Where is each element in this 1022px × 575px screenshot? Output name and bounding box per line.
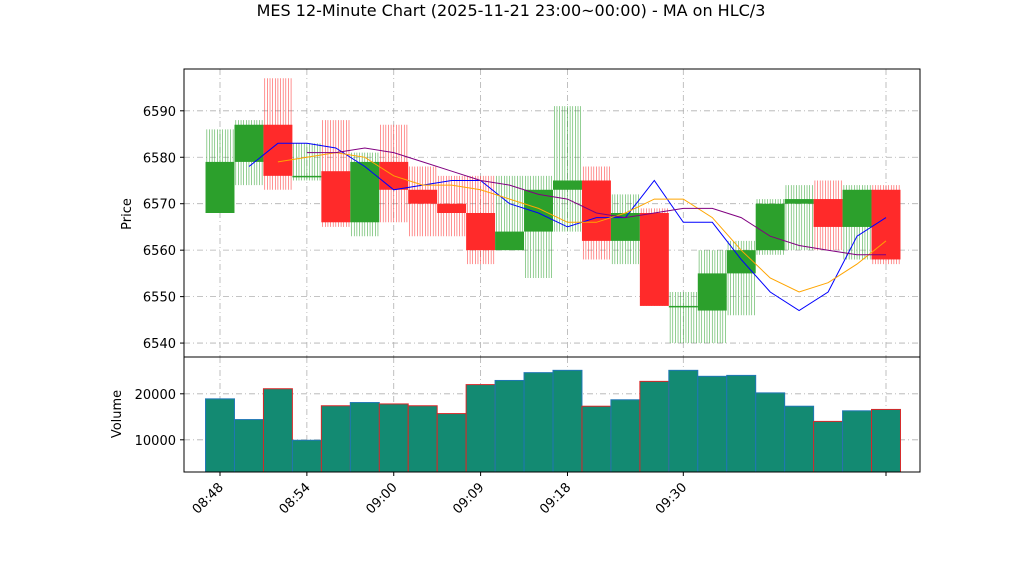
candlestick-series <box>205 78 901 344</box>
volume-bar <box>523 372 554 473</box>
time-tick-label: 09:30 <box>653 480 690 517</box>
candle-body <box>639 213 669 306</box>
volume-bar <box>610 399 641 473</box>
candle-body <box>697 273 727 311</box>
candle <box>871 185 901 265</box>
time-tick-label: 09:09 <box>450 480 487 517</box>
candle <box>495 175 525 251</box>
candle-body <box>726 250 756 274</box>
panel-frames <box>183 68 921 473</box>
candle <box>842 185 872 260</box>
candle <box>263 78 293 190</box>
time-tick-label: 08:48 <box>190 480 227 517</box>
candle <box>205 129 235 213</box>
candle <box>697 250 727 344</box>
candle <box>755 199 785 255</box>
time-tick-label: 09:18 <box>537 480 574 517</box>
volume-bar <box>378 403 409 473</box>
candle-body <box>321 171 351 223</box>
volume-bar <box>755 392 786 473</box>
volume-bar <box>552 369 583 473</box>
candle-body <box>581 180 611 241</box>
moving-average-line <box>248 142 887 312</box>
price-tick-label: 6540 <box>143 337 176 352</box>
volume-bar <box>871 408 901 473</box>
volume-bar <box>465 384 496 473</box>
volume-axis-ticks: 10000 20000 <box>135 388 184 449</box>
candle-body <box>350 161 380 223</box>
candle-body <box>234 124 264 162</box>
candle <box>813 180 843 251</box>
volume-bar <box>726 374 757 473</box>
price-tick-label: 6580 <box>143 151 176 166</box>
volume-bar <box>349 402 380 473</box>
moving-average-lines <box>248 142 887 312</box>
volume-bar <box>668 369 699 473</box>
time-tick-label: 09:00 <box>363 480 400 517</box>
candle-body <box>813 199 843 227</box>
candle <box>639 208 669 306</box>
time-axis-ticks: 08:48 08:54 09:00 09:09 09:18 09:30 <box>190 472 887 517</box>
volume-bar <box>494 379 525 473</box>
price-axis-label: Price <box>120 198 135 230</box>
volume-tick-label: 10000 <box>135 434 176 449</box>
candle-body <box>842 189 872 227</box>
moving-average-line <box>306 147 886 256</box>
volume-bar <box>320 405 351 473</box>
candle-body <box>466 213 496 251</box>
volume-tick-label: 20000 <box>135 388 176 403</box>
candle <box>321 120 351 227</box>
candle-body <box>784 199 814 204</box>
candle <box>234 120 264 186</box>
time-tick-label: 08:54 <box>277 480 314 517</box>
volume-panel-frame <box>183 356 921 473</box>
volume-bar <box>233 419 264 473</box>
candle-body <box>205 161 235 213</box>
volume-bar <box>813 420 844 473</box>
volume-bar <box>407 405 438 473</box>
candle-body <box>755 203 785 251</box>
moving-average-line <box>277 152 887 293</box>
candle-body <box>495 231 525 251</box>
candle <box>350 152 380 237</box>
volume-bar <box>639 380 670 473</box>
price-tick-label: 6550 <box>143 291 176 306</box>
price-tick-label: 6560 <box>143 244 176 259</box>
volume-bar <box>784 405 815 473</box>
volume-bar <box>581 405 612 473</box>
candle <box>524 175 553 279</box>
candle <box>581 166 611 260</box>
volume-bar <box>842 410 873 473</box>
volume-bars <box>205 369 901 473</box>
candle-body <box>553 180 582 190</box>
volume-axis-label: Volume <box>110 390 125 438</box>
candle-body <box>292 175 322 178</box>
volume-bar <box>436 413 467 473</box>
volume-bar <box>291 439 322 473</box>
candle-body <box>263 124 293 176</box>
candle-body <box>408 189 438 204</box>
candle-body <box>524 189 553 232</box>
candle <box>408 166 438 237</box>
candle <box>553 106 582 232</box>
candle <box>726 240 756 316</box>
volume-bar <box>262 388 293 473</box>
candle-body <box>871 189 901 260</box>
candle-body <box>668 305 698 308</box>
volume-bar <box>205 398 235 473</box>
volume-bar <box>697 375 728 473</box>
candle-body <box>437 203 467 213</box>
chart-title: MES 12-Minute Chart (2025-11-21 23:00~00… <box>256 1 766 20</box>
price-tick-label: 6590 <box>143 105 176 120</box>
candle <box>668 291 698 344</box>
candle <box>784 185 814 251</box>
candle <box>379 124 409 223</box>
candle <box>292 143 322 181</box>
price-tick-label: 6570 <box>143 198 176 213</box>
price-axis-ticks: 6540 6550 6560 6570 6580 6590 <box>143 105 184 352</box>
